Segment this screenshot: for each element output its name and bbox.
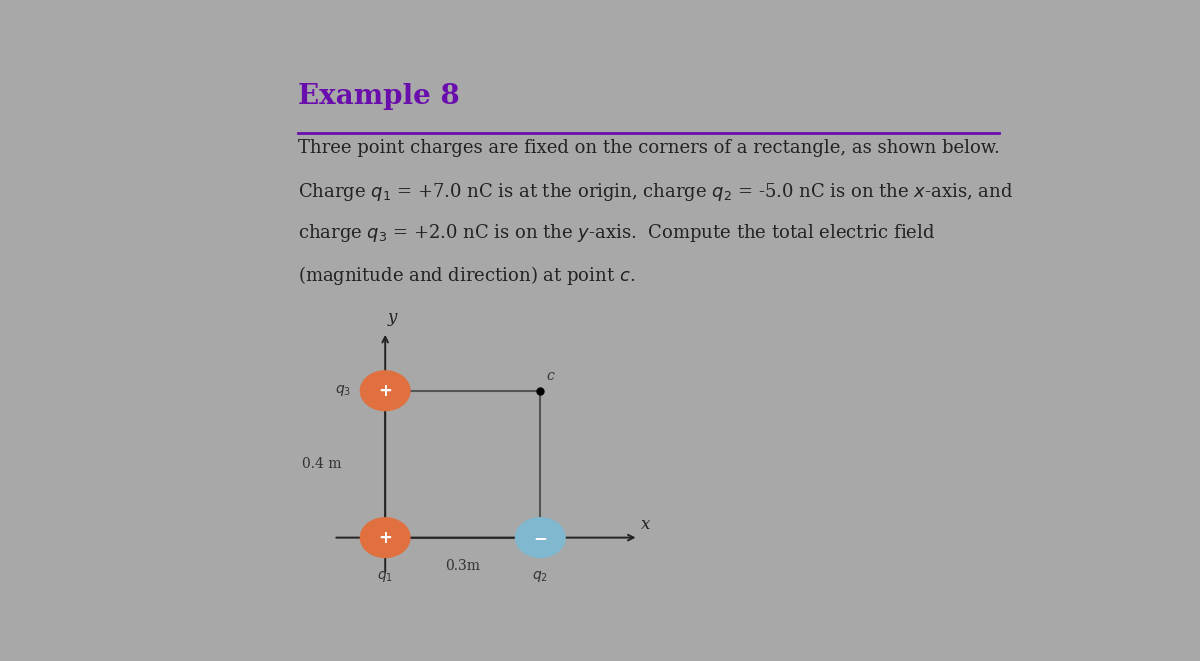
- Text: +: +: [378, 381, 392, 400]
- Ellipse shape: [360, 371, 410, 410]
- Text: $q_1$: $q_1$: [377, 569, 394, 584]
- Text: c: c: [546, 369, 554, 383]
- Text: y: y: [388, 309, 397, 327]
- Text: (magnitude and direction) at point $c$.: (magnitude and direction) at point $c$.: [299, 264, 636, 287]
- Text: charge $q_3$ = +2.0 nC is on the $y$-axis.  Compute the total electric field: charge $q_3$ = +2.0 nC is on the $y$-axi…: [299, 222, 936, 244]
- Text: +: +: [378, 529, 392, 547]
- Text: $q_2$: $q_2$: [533, 569, 548, 584]
- Text: Example 8: Example 8: [299, 83, 460, 110]
- Text: 0.3m: 0.3m: [445, 559, 480, 573]
- Ellipse shape: [516, 518, 565, 557]
- Text: Three point charges are fixed on the corners of a rectangle, as shown below.: Three point charges are fixed on the cor…: [299, 139, 1000, 157]
- Text: Charge $q_1$ = +7.0 nC is at the origin, charge $q_2$ = -5.0 nC is on the $x$-ax: Charge $q_1$ = +7.0 nC is at the origin,…: [299, 180, 1013, 202]
- Text: x: x: [641, 516, 650, 533]
- Text: $q_3$: $q_3$: [336, 383, 352, 398]
- Text: −: −: [533, 529, 547, 547]
- Ellipse shape: [360, 518, 410, 557]
- Text: 0.4 m: 0.4 m: [301, 457, 341, 471]
